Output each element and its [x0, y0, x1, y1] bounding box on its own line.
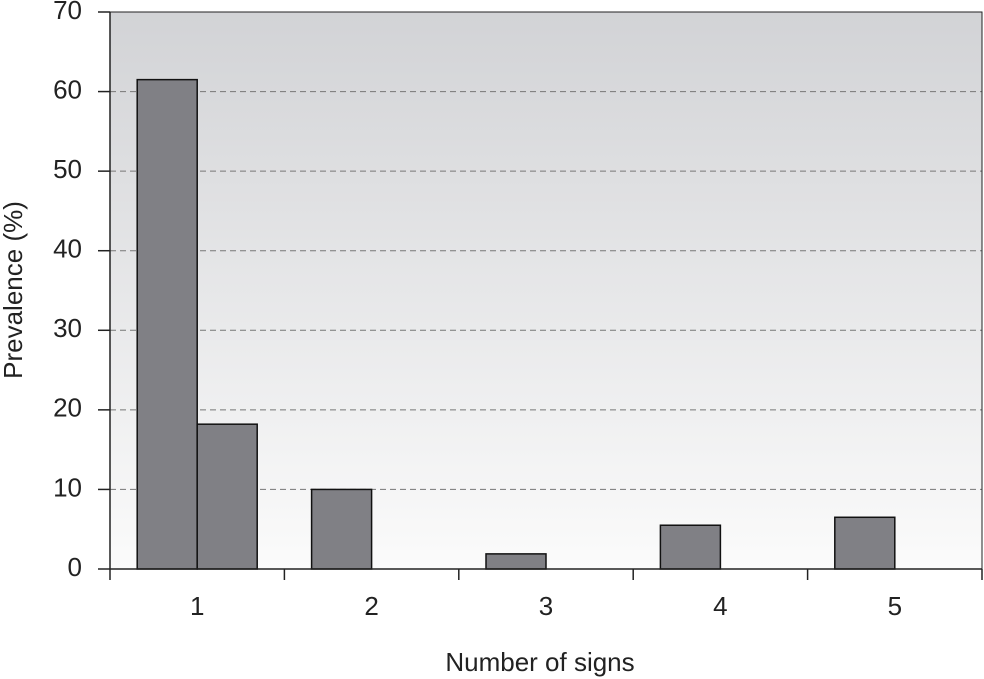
- bar: [834, 516, 896, 570]
- y-tick-label: 50: [53, 154, 82, 184]
- y-tick-label: 20: [53, 393, 82, 423]
- y-tick-label: 60: [53, 74, 82, 104]
- plot-frame: [109, 11, 983, 570]
- bar: [196, 423, 258, 570]
- x-tick-label: 2: [364, 591, 378, 621]
- bar: [310, 488, 373, 570]
- y-axis-label: Prevalence (%): [0, 201, 28, 379]
- x-axis-label: Number of signs: [445, 647, 634, 677]
- bar: [659, 524, 722, 570]
- y-tick-label: 10: [53, 472, 82, 502]
- x-tick-label: 1: [190, 591, 204, 621]
- x-tick-label: 5: [888, 591, 902, 621]
- bar: [485, 553, 547, 570]
- x-tick-label: 3: [539, 591, 553, 621]
- y-tick-label: 30: [53, 313, 82, 343]
- y-tick-label: 40: [53, 234, 82, 264]
- x-tick-label: 4: [713, 591, 727, 621]
- y-tick-label: 70: [53, 0, 82, 25]
- y-tick-label: 0: [68, 552, 82, 582]
- bar: [136, 78, 198, 570]
